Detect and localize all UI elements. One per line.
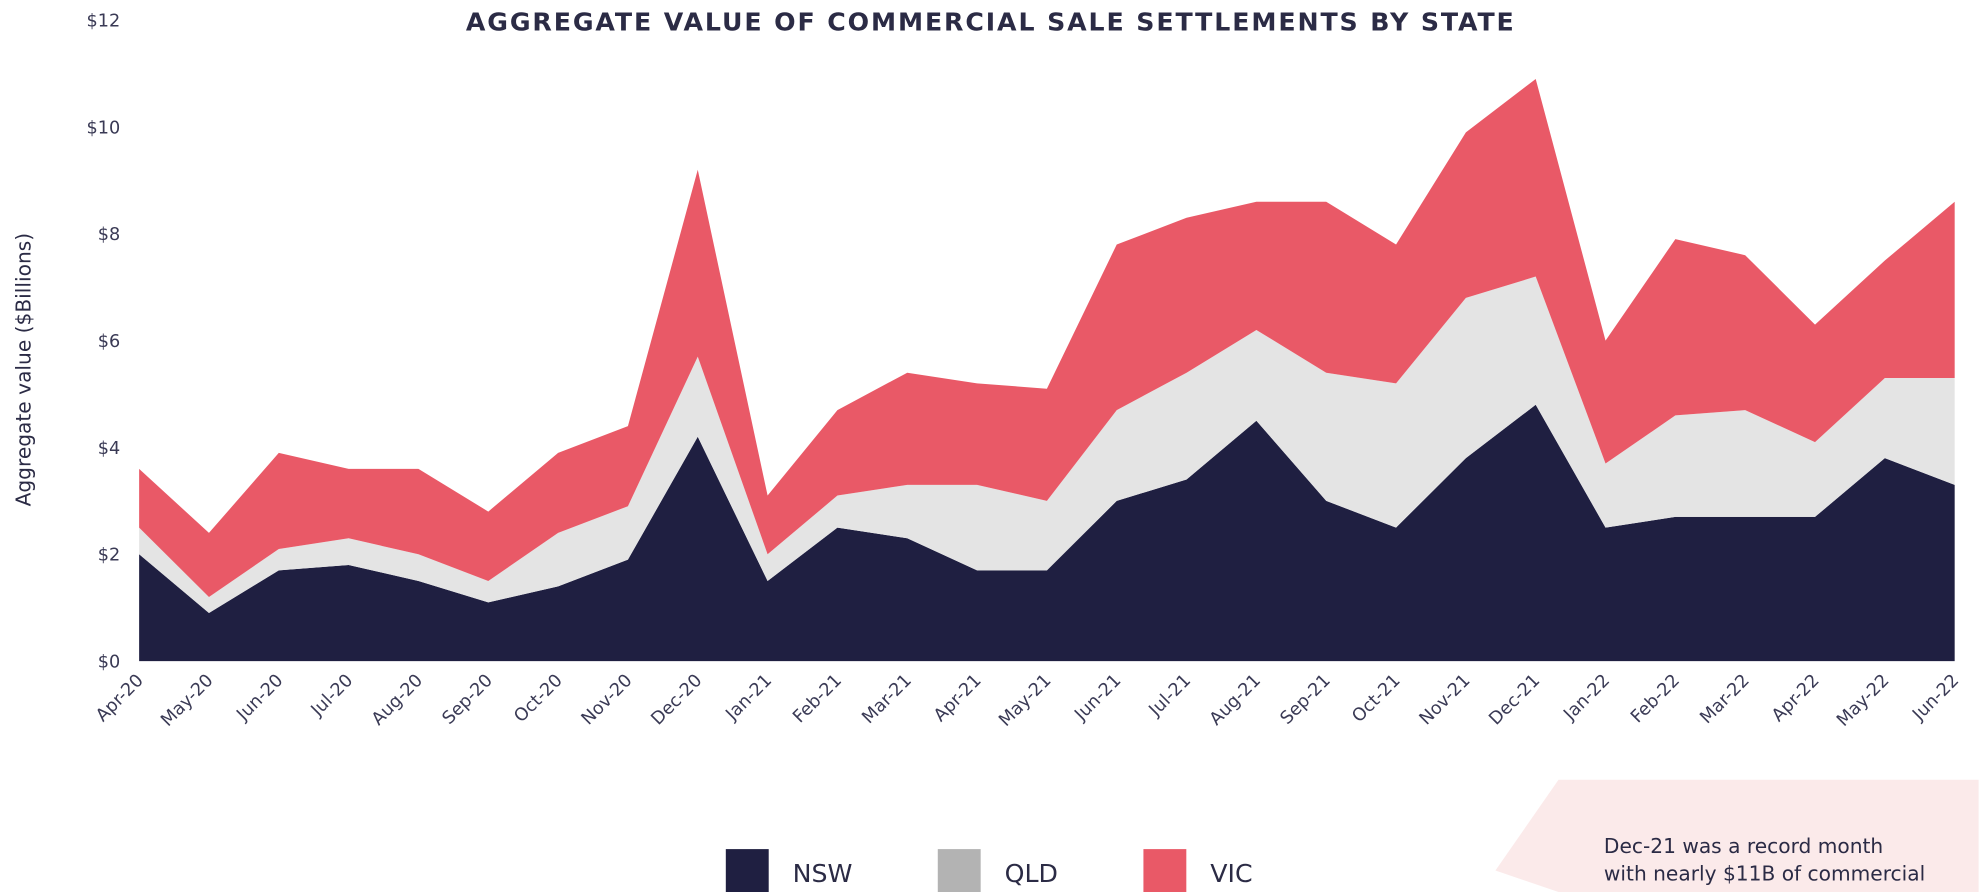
legend-swatch xyxy=(725,849,769,892)
x-tick-label: Jan-22 xyxy=(1560,671,1614,725)
legend-swatch xyxy=(937,849,981,892)
y-tick-label: $4 xyxy=(98,439,120,459)
x-tick-label: Oct-21 xyxy=(1349,671,1405,727)
x-tick-label: Sep-21 xyxy=(1277,671,1335,729)
legend-label: VIC xyxy=(1210,859,1252,888)
y-axis-label: Aggregate value ($Billions) xyxy=(12,233,36,507)
y-tick-label: $10 xyxy=(87,118,121,138)
x-tick-label: Mar-21 xyxy=(859,671,916,728)
area xyxy=(139,78,1955,598)
chart-title: AGGREGATE VALUE OF COMMERCIAL SALE SETTL… xyxy=(466,7,1516,36)
x-tick-label: Mar-22 xyxy=(1696,671,1753,728)
callout-text: Dec-21 was a record month xyxy=(1604,834,1883,858)
legend-label: NSW xyxy=(793,859,853,888)
x-tick-label: Apr-22 xyxy=(1768,671,1823,726)
y-tick-label: $8 xyxy=(98,225,120,245)
area xyxy=(139,276,1955,614)
x-tick-label: May-20 xyxy=(157,671,217,731)
x-tick-label: Aug-20 xyxy=(368,671,427,730)
x-tick-label: Aug-21 xyxy=(1206,671,1265,730)
x-tick-label: Dec-20 xyxy=(648,671,707,730)
x-tick-label: Nov-21 xyxy=(1416,671,1475,730)
x-tick-label: Nov-20 xyxy=(578,671,637,730)
x-tick-label: May-22 xyxy=(1833,671,1893,731)
x-tick-label: May-21 xyxy=(995,671,1055,731)
x-tick-label: Jun-21 xyxy=(1071,671,1126,726)
callout-text: with nearly $11B of commercial xyxy=(1604,862,1925,886)
x-tick-label: Apr-20 xyxy=(92,671,147,726)
x-tick-label: Feb-22 xyxy=(1627,671,1684,728)
y-tick-label: $6 xyxy=(98,332,120,352)
x-tick-label: Jun-20 xyxy=(233,671,288,726)
y-tick-label: $2 xyxy=(98,546,120,566)
y-tick-label: $12 xyxy=(87,11,121,31)
legend-swatch xyxy=(1143,849,1187,892)
x-tick-label: Jan-21 xyxy=(722,671,776,725)
x-tick-label: Dec-21 xyxy=(1486,671,1545,730)
x-tick-label: Apr-21 xyxy=(930,671,985,726)
x-tick-label: Jul-21 xyxy=(1145,671,1195,721)
x-tick-label: Oct-20 xyxy=(511,671,567,727)
callout-box xyxy=(1495,779,1979,892)
x-tick-label: Jul-20 xyxy=(307,671,357,721)
area xyxy=(139,404,1955,662)
y-tick-label: $0 xyxy=(98,652,120,672)
legend-label: QLD xyxy=(1005,859,1058,888)
x-tick-label: Feb-21 xyxy=(789,671,846,728)
x-tick-label: Jun-22 xyxy=(1909,671,1964,726)
x-tick-label: Sep-20 xyxy=(439,671,497,729)
